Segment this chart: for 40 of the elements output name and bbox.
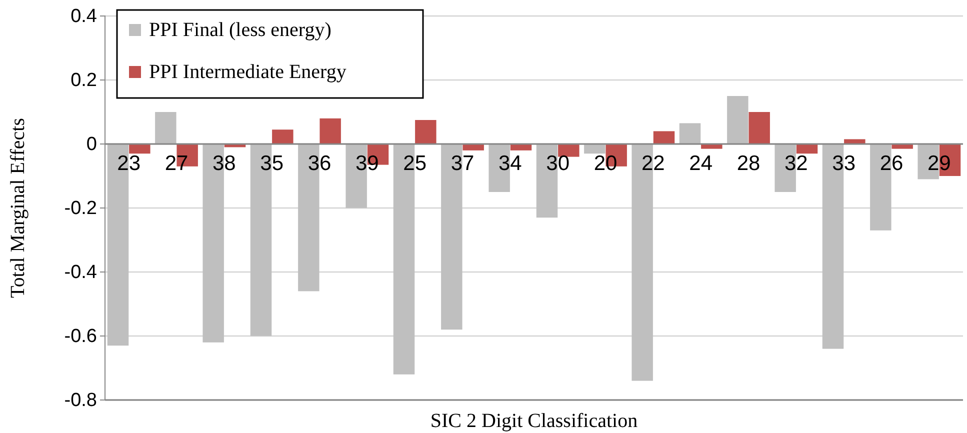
y-tick-label: 0.2 [70,70,97,92]
y-tick-label: -0.8 [64,390,97,412]
bar [155,112,176,144]
x-tick-label: 25 [403,152,427,176]
y-tick-label: -0.6 [64,326,97,348]
y-tick-label: 0 [86,134,97,156]
legend-label: PPI Final (less energy) [149,19,332,41]
y-tick-label: -0.4 [64,262,98,284]
x-tick-label: 33 [832,152,856,176]
x-tick-label: 24 [689,152,713,176]
x-tick-label: 23 [117,152,141,176]
x-axis-title: SIC 2 Digit Classification [430,410,638,432]
x-tick-label: 34 [498,152,522,176]
x-tick-label: 22 [641,152,665,176]
bar [748,112,770,144]
x-tick-label: 39 [355,152,379,176]
x-tick-label: 27 [164,152,188,176]
x-tick-label: 26 [880,152,904,176]
bar [272,130,294,144]
y-tick-label: -0.2 [64,198,97,220]
bar [558,144,580,157]
x-tick-label: 37 [450,152,474,176]
y-axis-title: Total Marginal Effects [7,118,29,298]
x-tick-label: 28 [736,152,760,176]
bar [320,118,341,144]
x-tick-label: 32 [784,152,808,176]
legend-label: PPI Intermediate Energy [149,61,346,83]
x-tick-label: 30 [546,152,570,176]
bar [653,131,675,144]
x-tick-label: 38 [212,152,236,176]
bar [727,96,748,144]
bar [415,120,436,144]
bar [679,123,701,144]
bar [129,144,150,154]
y-tick-label: 0.4 [70,6,98,28]
x-tick-label: 35 [260,152,284,176]
bar [844,139,866,144]
x-tick-label: 20 [594,152,618,176]
bar [584,144,606,154]
x-tick-label: 36 [308,152,332,176]
